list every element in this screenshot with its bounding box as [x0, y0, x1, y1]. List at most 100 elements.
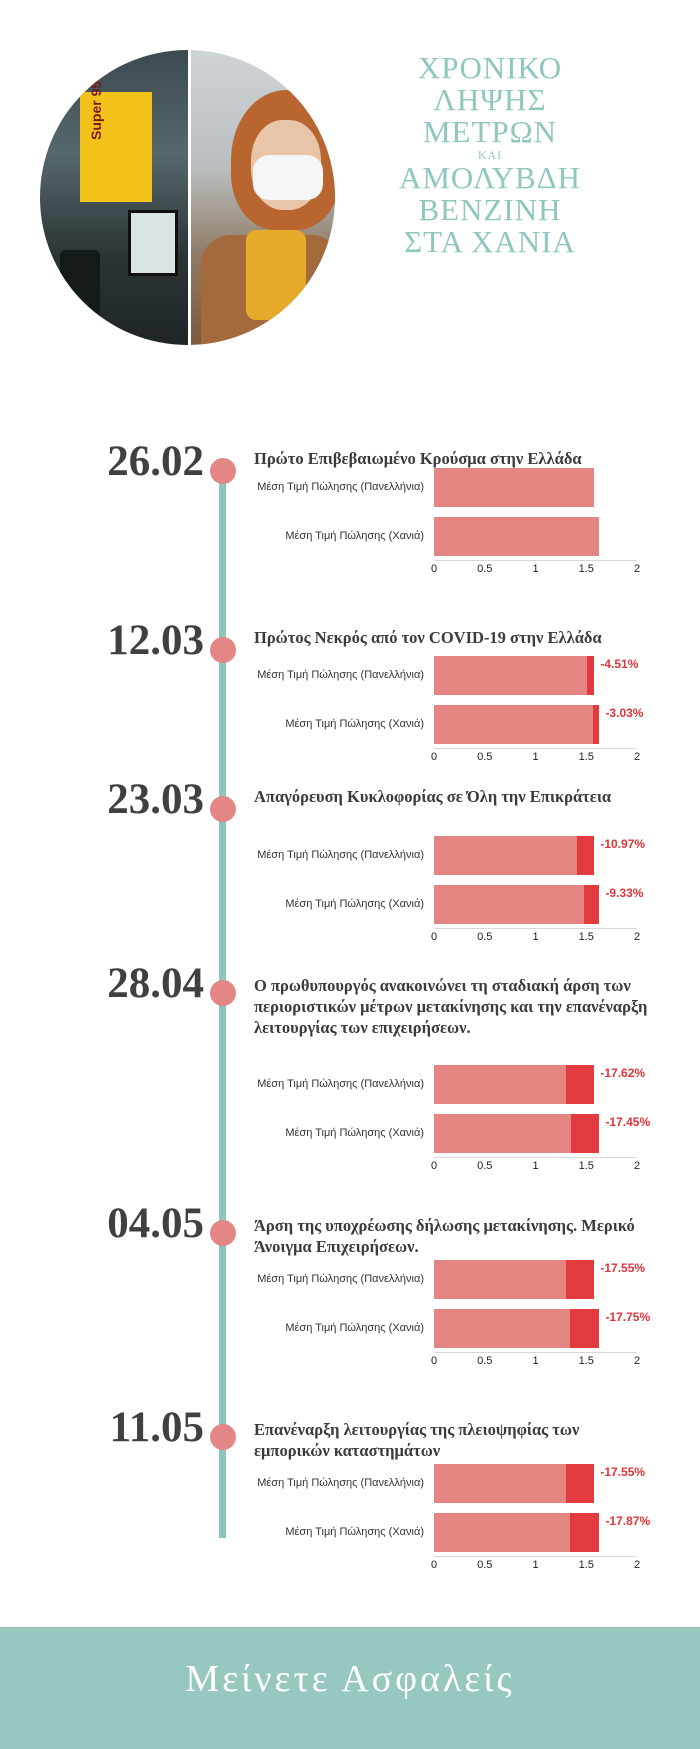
event-title: Πρώτος Νεκρός από τον COVID-19 στην Ελλά…	[254, 628, 602, 647]
title-line: ΜΕΤΡΩΝ	[422, 114, 558, 149]
title-line: ΒΕΝΖΙΝΗ	[418, 192, 562, 227]
drop-percent-label: -17.55%	[600, 1465, 646, 1479]
x-axis-line	[434, 928, 637, 929]
footer-text: Μείνετε Ασφαλείς	[185, 1658, 515, 1700]
category-label: Μέση Τιμή Πώλησης (Χανιά)	[285, 1526, 424, 1538]
category-label: Μέση Τιμή Πώλησης (Χανιά)	[285, 530, 424, 542]
timeline-dot	[210, 980, 236, 1006]
price-drop-segment	[566, 1260, 595, 1299]
drop-percent-label: -3.03%	[605, 706, 644, 720]
event-date: 23.03	[107, 776, 204, 823]
event-date: 11.05	[109, 1404, 204, 1451]
timeline-dot	[210, 1220, 236, 1246]
category-label: Μέση Τιμή Πώλησης (Πανελλήνια)	[257, 669, 424, 681]
x-tick-label: 2	[633, 751, 641, 763]
price-drop-segment	[593, 705, 600, 744]
category-label: Μέση Τιμή Πώλησης (Χανιά)	[285, 1127, 424, 1139]
drop-percent-label: -17.45%	[605, 1115, 651, 1129]
event-title: Επανέναρξη λειτουργίας της πλειοψηφίας τ…	[254, 1420, 580, 1460]
x-axis-line	[434, 1556, 637, 1557]
sweater	[246, 230, 306, 320]
category-label: Μέση Τιμή Πώλησης (Χανιά)	[285, 718, 424, 730]
title-line-small: ΚΑΙ	[477, 148, 503, 162]
price-drop-segment	[566, 1065, 595, 1104]
price-drop-segment	[587, 656, 595, 695]
fuel-sign-text: Super 95	[88, 80, 104, 140]
drop-percent-label: -17.55%	[600, 1261, 646, 1275]
x-tick-label: 2	[633, 1160, 641, 1172]
category-label: Μέση Τιμή Πώλησης (Πανελλήνια)	[257, 849, 424, 861]
event-title: Απαγόρευση Κυκλοφορίας σε Όλη την Επικρά…	[254, 787, 612, 806]
x-tick-label: 0	[430, 1355, 438, 1367]
event-title: Ο πρωθυπουργός ανακοινώνει τη σταδιακή ά…	[254, 976, 648, 1037]
price-drop-segment	[570, 1309, 600, 1348]
price-bar	[434, 836, 595, 875]
x-tick-label: 0	[430, 1160, 438, 1172]
price-bar	[434, 885, 600, 924]
pump-nozzle	[60, 250, 100, 340]
title-line: ΧΡΟΝΙΚΟ	[417, 50, 563, 85]
photo-divider	[188, 50, 191, 345]
x-tick-label: 2	[633, 931, 641, 943]
x-tick-label: 2	[633, 1355, 641, 1367]
x-tick-label: 1	[532, 1559, 539, 1571]
x-tick-label: 2	[633, 563, 641, 575]
x-tick-label: 0.5	[477, 751, 493, 763]
x-tick-label: 1.5	[578, 563, 594, 575]
event-date: 04.05	[107, 1200, 204, 1247]
price-bar	[434, 705, 600, 744]
category-label: Μέση Τιμή Πώλησης (Πανελλήνια)	[257, 1477, 424, 1489]
x-tick-label: 1	[532, 1160, 539, 1172]
price-bar	[434, 517, 600, 556]
timeline-dot	[210, 637, 236, 663]
x-tick-label: 0.5	[477, 931, 493, 943]
category-label: Μέση Τιμή Πώλησης (Πανελλήνια)	[257, 1273, 424, 1285]
price-bar	[434, 656, 595, 695]
event-title: Πρώτο Επιβεβαιωμένο Κρούσμα στην Ελλάδα	[254, 449, 582, 468]
x-tick-label: 1.5	[578, 1355, 594, 1367]
event-date: 28.04	[107, 960, 204, 1007]
price-drop-segment	[569, 1513, 600, 1552]
x-tick-label: 1.5	[578, 931, 594, 943]
x-tick-label: 1	[532, 931, 539, 943]
x-tick-label: 0	[430, 1559, 438, 1571]
x-tick-label: 0	[430, 563, 438, 575]
drop-percent-label: -10.97%	[600, 837, 646, 851]
category-label: Μέση Τιμή Πώλησης (Πανελλήνια)	[257, 1078, 424, 1090]
x-tick-label: 1.5	[578, 1559, 594, 1571]
category-label: Μέση Τιμή Πώλησης (Χανιά)	[285, 1322, 424, 1334]
x-tick-label: 1	[532, 563, 539, 575]
title-line: ΣΤΑ ΧΑΝΙΑ	[404, 224, 576, 259]
gas-pump-photo: Super 95	[40, 50, 188, 345]
x-axis-line	[434, 1352, 637, 1353]
x-tick-label: 1	[532, 751, 539, 763]
timeline-dot	[210, 458, 236, 484]
x-axis-line	[434, 560, 637, 561]
drop-percent-label: -4.51%	[600, 657, 639, 671]
title-line: ΛΗΨΗΣ	[433, 82, 547, 117]
face-mask	[253, 155, 323, 200]
x-tick-label: 0	[430, 751, 438, 763]
pump-screen	[128, 210, 178, 276]
drop-percent-label: -17.75%	[605, 1310, 651, 1324]
x-axis-line	[434, 748, 637, 749]
event-date: 12.03	[107, 617, 204, 664]
category-label: Μέση Τιμή Πώλησης (Πανελλήνια)	[257, 481, 424, 493]
drop-percent-label: -17.62%	[600, 1066, 646, 1080]
timeline-dot	[210, 1424, 236, 1450]
x-tick-label: 0.5	[477, 1559, 493, 1571]
event-title: Άρση της υποχρέωσης δήλωσης μετακίνησης.…	[254, 1216, 635, 1256]
price-bar	[434, 468, 595, 507]
timeline-dot	[210, 796, 236, 822]
x-tick-label: 0.5	[477, 563, 493, 575]
header-photo-collage: Super 95	[40, 50, 335, 345]
title-line: ΑΜΟΛΥΒΔΗ	[398, 160, 581, 195]
event-date: 26.02	[107, 438, 204, 485]
masked-woman-photo	[191, 50, 335, 345]
x-tick-label: 0.5	[477, 1160, 493, 1172]
x-axis-line	[434, 1157, 637, 1158]
x-tick-label: 0	[430, 931, 438, 943]
x-tick-label: 1	[532, 1355, 539, 1367]
x-tick-label: 1.5	[578, 751, 594, 763]
x-tick-label: 1.5	[578, 1160, 594, 1172]
